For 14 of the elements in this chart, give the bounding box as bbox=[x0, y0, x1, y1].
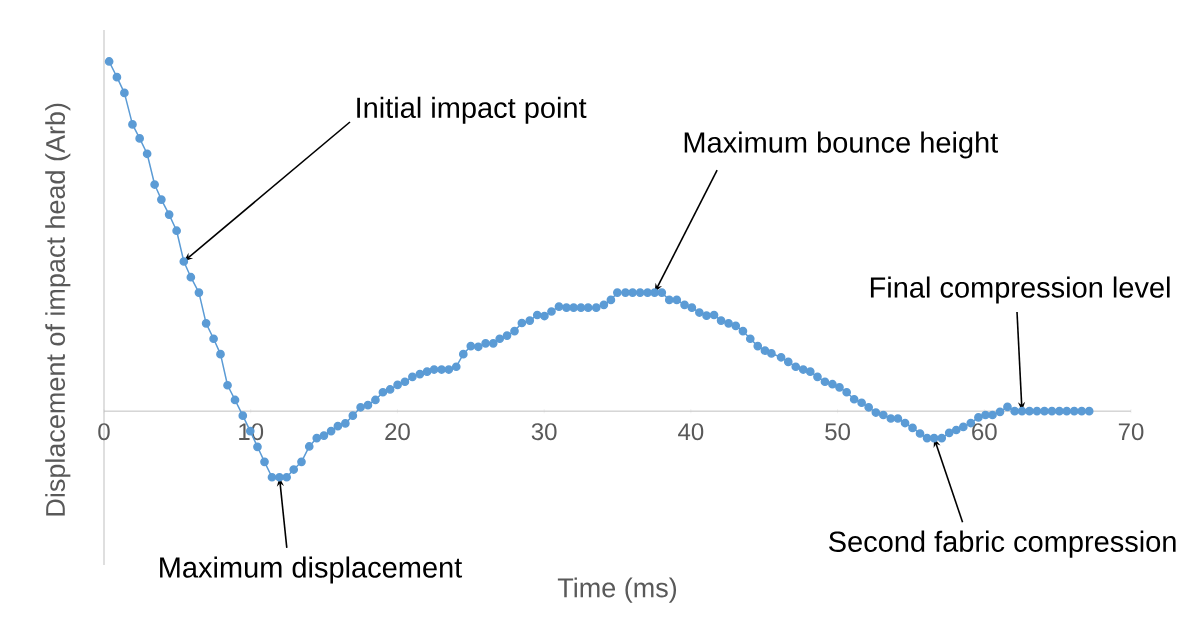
x-tick-label: 60 bbox=[972, 423, 997, 441]
x-tick-label: 20 bbox=[385, 423, 410, 441]
x-tick-label: 0 bbox=[98, 423, 110, 441]
annotation: Maximum displacement bbox=[160, 556, 463, 584]
annotation: Initial impact point bbox=[357, 96, 587, 124]
x-tick-label: 40 bbox=[678, 423, 704, 441]
x-tick-label: 30 bbox=[531, 423, 557, 441]
x-axis-title: Time (ms) bbox=[557, 577, 677, 603]
x-tick-label: 70 bbox=[1118, 423, 1144, 441]
annotation: Second fabric compression bbox=[829, 530, 1176, 558]
annotation: Maximum bounce height bbox=[684, 131, 999, 159]
x-tick-label: 50 bbox=[825, 423, 850, 441]
y-axis-title: Displacement of impact head (Arb) bbox=[45, 103, 71, 516]
annotation: Final compression level bbox=[870, 276, 1170, 304]
